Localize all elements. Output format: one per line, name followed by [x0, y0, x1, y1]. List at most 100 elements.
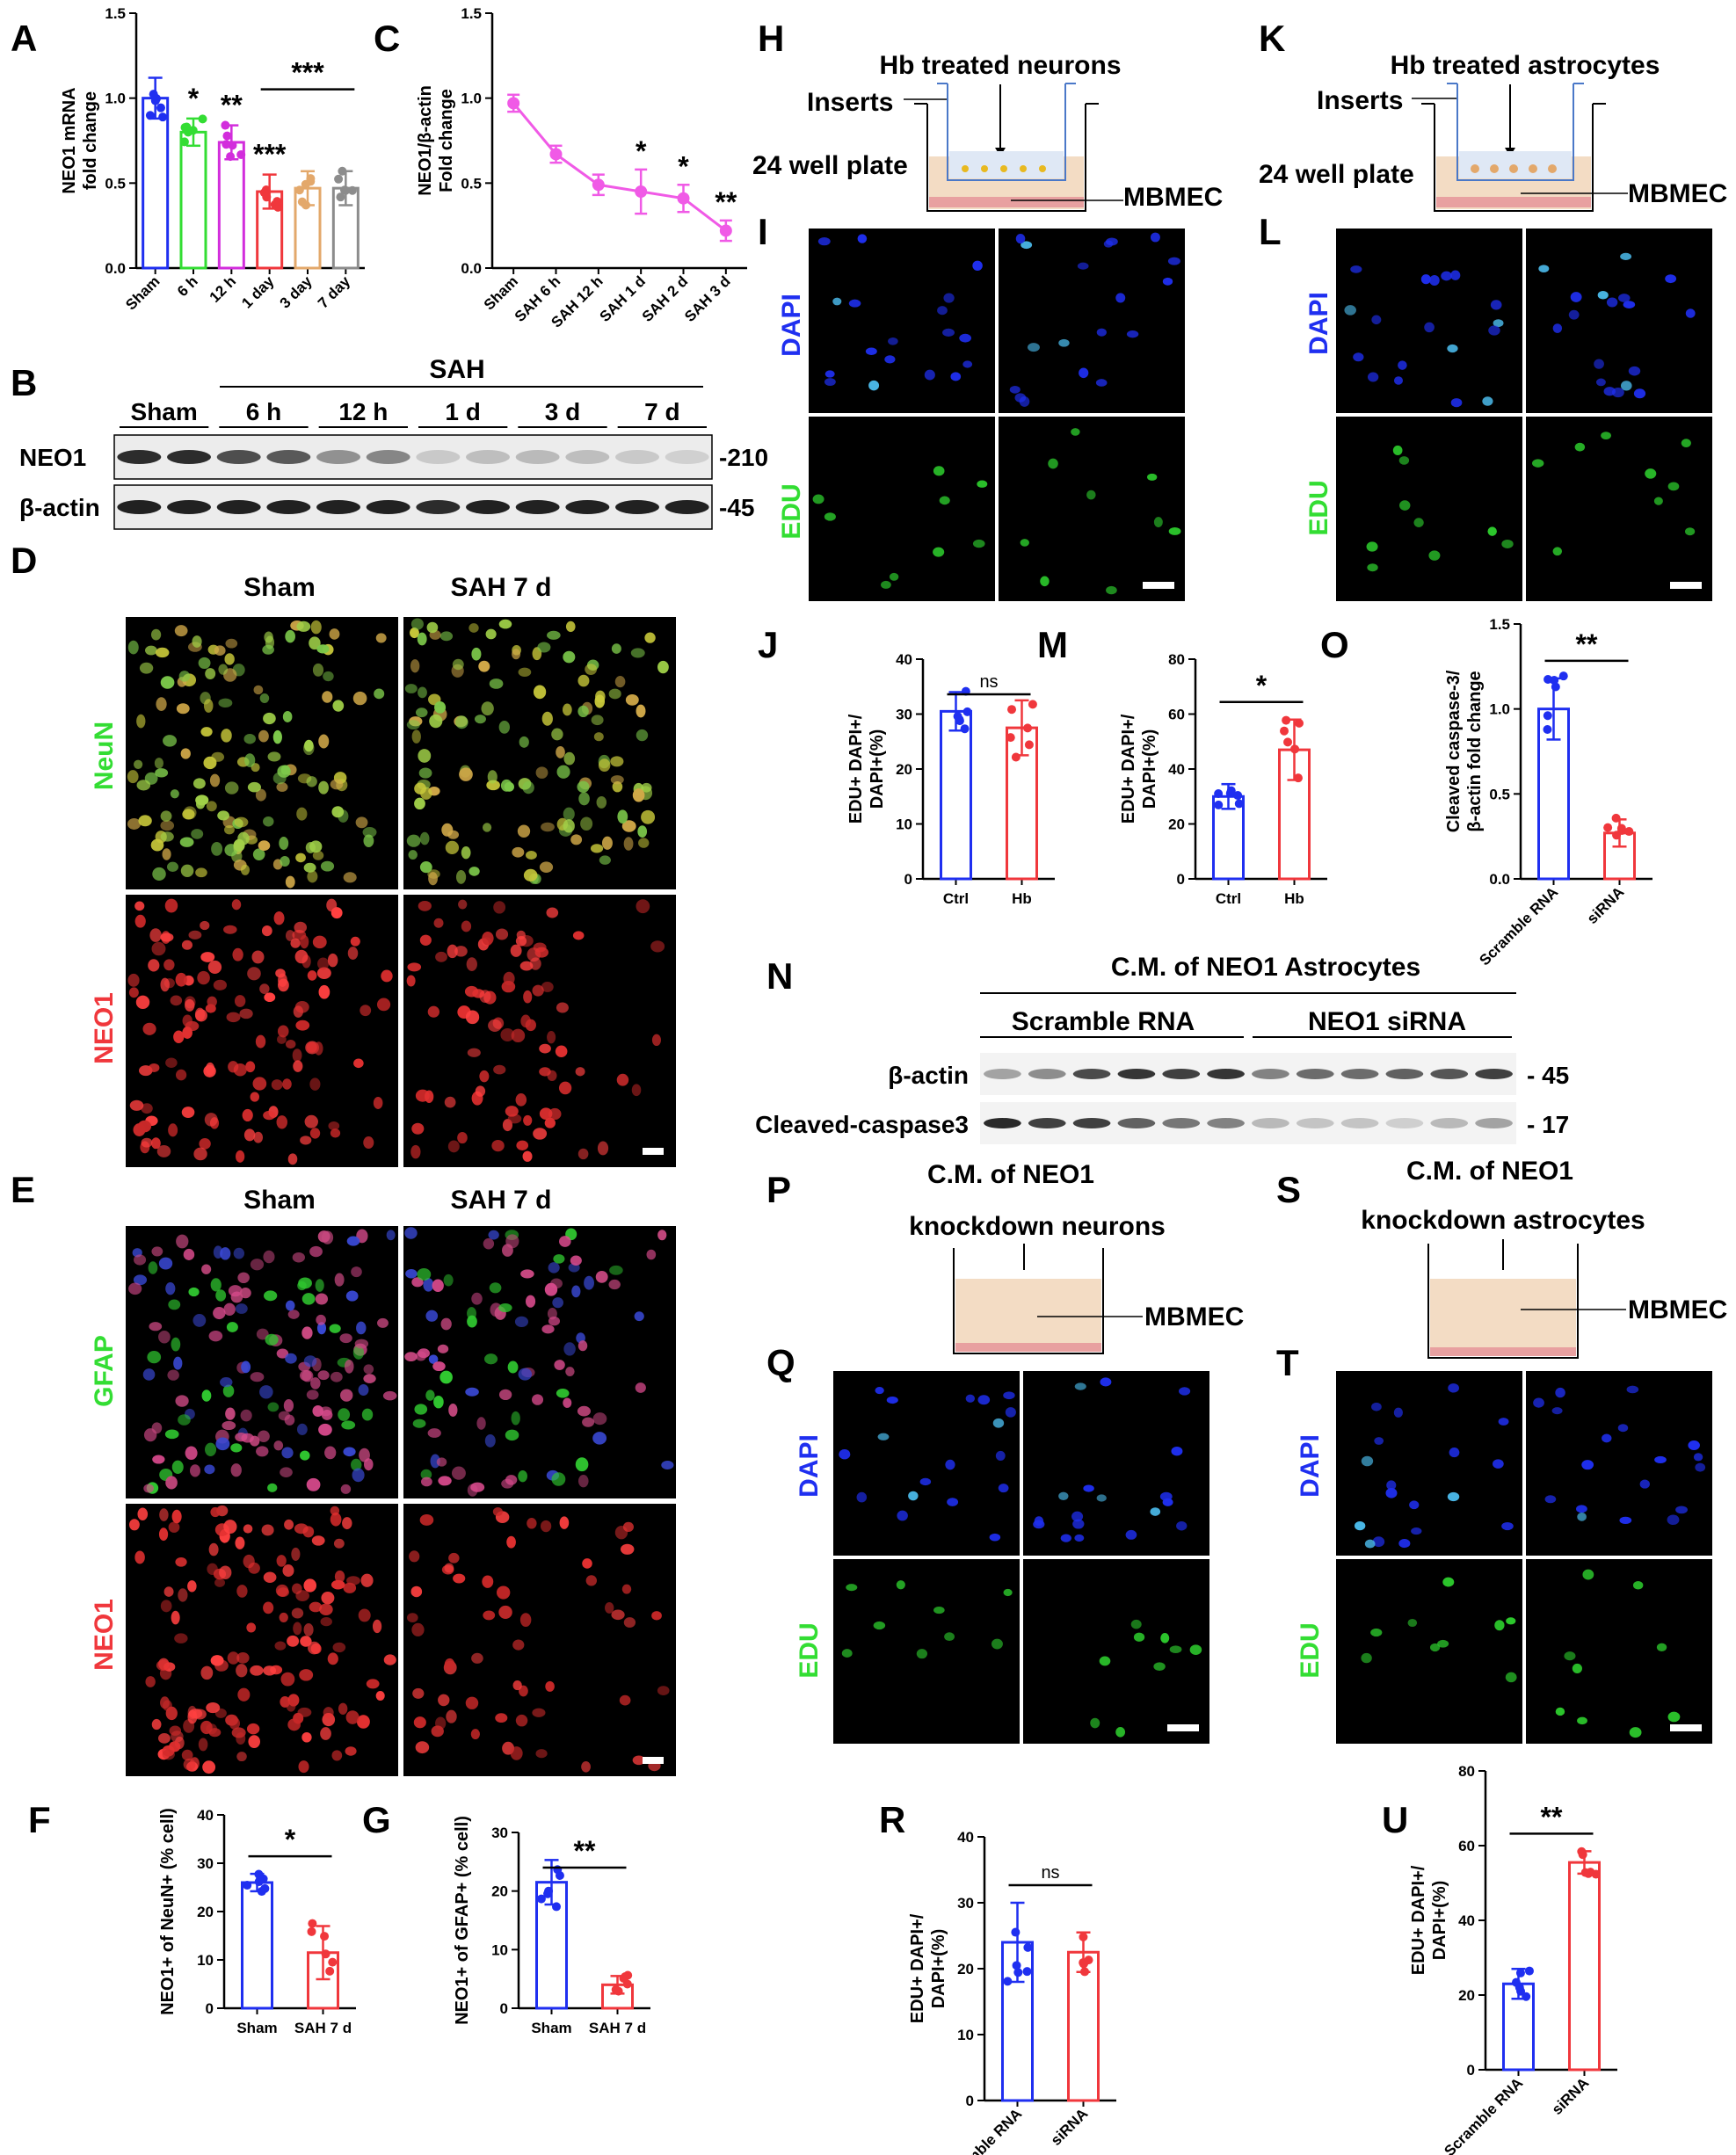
- data-point: [272, 197, 282, 207]
- data-point: [1295, 718, 1304, 728]
- cell: [309, 1128, 321, 1139]
- x-tick-label: SAH 2 d: [639, 272, 692, 325]
- x-tick-label: 7 day: [315, 272, 354, 312]
- cell: [621, 1584, 632, 1594]
- cell: [523, 990, 533, 1004]
- cell: [139, 662, 154, 674]
- cell: [345, 1710, 360, 1724]
- micrograph-l: DAPI EDU: [1304, 229, 1712, 601]
- cell: [505, 1106, 519, 1117]
- cell: [415, 1741, 430, 1754]
- cell: [138, 815, 152, 827]
- micrograph-t: DAPI EDU: [1296, 1371, 1712, 1744]
- nucleus: [889, 572, 899, 581]
- nucleus: [1429, 274, 1440, 286]
- cell: [160, 810, 172, 822]
- cell: [151, 1718, 162, 1731]
- nucleus: [1675, 1506, 1688, 1514]
- nucleus: [1487, 526, 1497, 536]
- nucleus: [939, 496, 950, 505]
- cell: [205, 668, 216, 680]
- cell: [290, 938, 301, 948]
- nucleus: [1597, 290, 1609, 300]
- nucleus: [1179, 1387, 1191, 1396]
- cell: [220, 1247, 231, 1260]
- cell: [489, 1282, 502, 1294]
- cell: [466, 957, 477, 971]
- cell: [243, 1128, 256, 1142]
- blot-band: [984, 1069, 1021, 1079]
- nucleus: [1393, 376, 1404, 385]
- x-tick-label: Scramble RNA: [940, 2105, 1025, 2155]
- nucleus: [1033, 1520, 1045, 1529]
- data-point: [334, 174, 344, 184]
- nucleus: [1083, 1484, 1094, 1492]
- cell: [134, 1550, 145, 1564]
- nucleus: [1393, 1407, 1403, 1418]
- cell: [206, 1702, 221, 1714]
- micrograph-i-row-edu: EDU: [777, 483, 806, 539]
- cell: [414, 797, 425, 810]
- cell: [553, 1254, 565, 1264]
- data-point: [1024, 740, 1034, 750]
- nucleus: [1361, 1652, 1372, 1664]
- cell: [225, 1407, 236, 1420]
- nucleus: [1060, 1534, 1071, 1542]
- cell: [323, 1707, 334, 1719]
- nucleus: [1100, 1377, 1112, 1387]
- cell: [211, 841, 223, 856]
- cell: [540, 1520, 552, 1533]
- cell: [533, 942, 547, 953]
- data-point: [1524, 1966, 1534, 1976]
- cell: [264, 631, 273, 643]
- schematic-s-title-line1: C.M. of NEO1: [1406, 1157, 1573, 1186]
- cell: [164, 1429, 179, 1440]
- cell: [141, 1103, 153, 1114]
- cell: [276, 782, 288, 792]
- nucleus: [1058, 338, 1070, 347]
- cell: [352, 1468, 365, 1483]
- nucleus: [875, 1387, 884, 1395]
- cell: [570, 1255, 582, 1266]
- schematic-k-cell-label: MBMEC: [1628, 179, 1727, 208]
- cell: [300, 1136, 312, 1145]
- cell: [321, 1409, 333, 1420]
- cell: [527, 1518, 537, 1529]
- cell: [214, 645, 226, 657]
- x-tick-label: SAH 7 d: [589, 2020, 646, 2036]
- blot-band: [266, 500, 311, 514]
- nucleus: [1498, 1418, 1509, 1426]
- cell: [151, 1137, 161, 1150]
- cell: [159, 1508, 169, 1521]
- cell: [458, 899, 468, 910]
- nucleus: [1353, 352, 1364, 362]
- cell: [358, 1384, 369, 1397]
- cell: [224, 824, 235, 835]
- nucleus: [1189, 1644, 1202, 1655]
- nucleus: [919, 1477, 932, 1486]
- cell: [309, 1601, 323, 1613]
- cell: [599, 855, 611, 865]
- schematic-k-inserts-label: Inserts: [1317, 86, 1403, 115]
- blot-band: [316, 500, 360, 514]
- nucleus: [1106, 237, 1118, 246]
- nucleus: [1162, 277, 1173, 286]
- cell: [214, 1578, 226, 1587]
- y-tick-label: 40: [1168, 761, 1185, 778]
- schematic-h-mbmec-layer: [929, 197, 1084, 207]
- blot-b-lane-label: 3 d: [545, 398, 580, 425]
- cell: [240, 1409, 252, 1422]
- cell: [134, 914, 146, 928]
- cell: [419, 861, 432, 874]
- cell: [236, 1732, 246, 1745]
- bar: [241, 1881, 273, 2010]
- y-tick-label: 10: [896, 816, 912, 833]
- cell: [267, 751, 281, 762]
- cell: [176, 1234, 189, 1249]
- nucleus: [1009, 385, 1021, 394]
- cell: [493, 901, 506, 914]
- cell: [631, 1084, 642, 1097]
- nucleus: [1448, 1383, 1459, 1393]
- nucleus: [1370, 1628, 1383, 1637]
